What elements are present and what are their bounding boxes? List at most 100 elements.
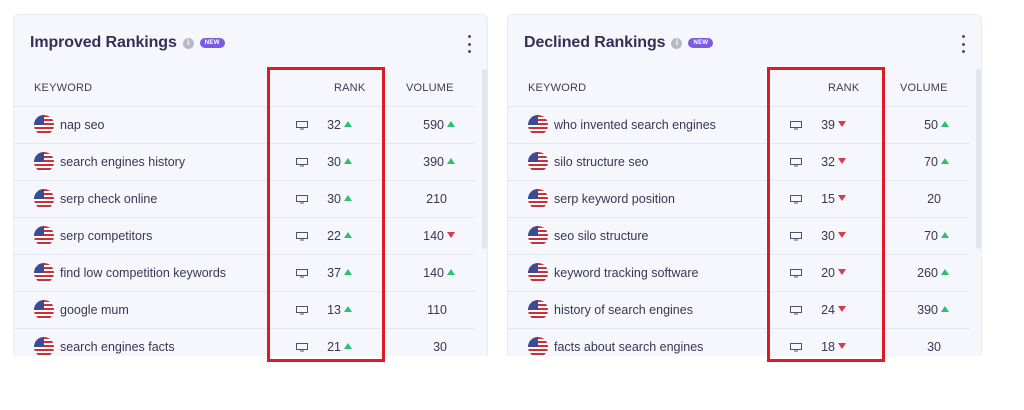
scrollbar[interactable]	[482, 69, 487, 249]
table-row[interactable]: serp keyword position 15 20	[508, 181, 969, 218]
rank-cell: 18	[821, 340, 846, 354]
new-badge: NEW	[199, 38, 225, 48]
volume-column-header[interactable]: VOLUME	[900, 82, 948, 94]
rank-column-header[interactable]: RANK	[828, 82, 860, 94]
keyword-cell[interactable]: serp check online	[60, 192, 158, 206]
scrollbar[interactable]	[976, 69, 981, 249]
trend-up-icon	[344, 269, 352, 275]
keyword-cell[interactable]: nap seo	[60, 118, 105, 132]
volume-cell: 30	[927, 340, 941, 354]
keyword-cell[interactable]: find low competition keywords	[60, 266, 227, 280]
table-row[interactable]: facts about search engines 18 30	[508, 329, 969, 357]
table-row[interactable]: silo structure seo 32 70	[508, 144, 969, 181]
us-flag-icon	[34, 226, 54, 246]
rank-cell: 15	[821, 192, 846, 206]
volume-cell: 590	[423, 118, 455, 132]
table-row[interactable]: search engines history 30 390	[14, 144, 475, 181]
table-header: KEYWORD RANK VOLUME	[14, 69, 475, 107]
kebab-menu-icon[interactable]	[463, 35, 475, 53]
desktop-icon	[296, 158, 308, 167]
desktop-icon	[790, 195, 802, 204]
desktop-icon	[296, 343, 308, 352]
trend-up-icon	[344, 306, 352, 312]
us-flag-icon	[528, 226, 548, 246]
keyword-cell[interactable]: search engines facts	[60, 340, 175, 354]
keyword-cell[interactable]: silo structure seo	[554, 155, 649, 169]
rankings-table: KEYWORD RANK VOLUME who invented search …	[508, 69, 969, 357]
volume-value: 110	[427, 303, 447, 317]
volume-column-header[interactable]: VOLUME	[406, 82, 454, 94]
trend-up-icon	[447, 121, 455, 127]
table-row[interactable]: find low competition keywords 37 140	[14, 255, 475, 292]
volume-cell: 140	[423, 229, 455, 243]
us-flag-icon	[34, 189, 54, 209]
volume-cell: 50	[924, 118, 949, 132]
us-flag-icon	[528, 300, 548, 320]
volume-value: 140	[423, 229, 444, 243]
table-row[interactable]: keyword tracking software 20 260	[508, 255, 969, 292]
volume-value: 260	[917, 266, 938, 280]
rank-value: 18	[821, 340, 835, 354]
volume-cell: 30	[433, 340, 447, 354]
rank-cell: 37	[327, 266, 352, 280]
desktop-icon	[790, 306, 802, 315]
volume-value: 390	[917, 303, 938, 317]
info-icon[interactable]: i	[182, 37, 194, 49]
page-footer-strip	[13, 356, 983, 378]
keyword-cell[interactable]: history of search engines	[554, 303, 693, 317]
table-row[interactable]: google mum 13 110	[14, 292, 475, 329]
us-flag-icon	[34, 300, 54, 320]
trend-down-icon	[838, 343, 846, 349]
keyword-cell[interactable]: google mum	[60, 303, 129, 317]
trend-up-icon	[941, 158, 949, 164]
table-row[interactable]: who invented search engines 39 50	[508, 107, 969, 144]
volume-cell: 390	[917, 303, 949, 317]
keyword-cell[interactable]: facts about search engines	[554, 340, 704, 354]
trend-up-icon	[344, 195, 352, 201]
volume-cell: 70	[924, 229, 949, 243]
us-flag-icon	[34, 337, 54, 357]
desktop-icon	[296, 232, 308, 241]
trend-up-icon	[941, 269, 949, 275]
trend-up-icon	[941, 232, 949, 238]
volume-cell: 20	[927, 192, 941, 206]
table-row[interactable]: serp check online 30 210	[14, 181, 475, 218]
keyword-cell[interactable]: serp competitors	[60, 229, 153, 243]
trend-up-icon	[344, 121, 352, 127]
us-flag-icon	[528, 189, 548, 209]
keyword-cell[interactable]: seo silo structure	[554, 229, 649, 243]
us-flag-icon	[34, 152, 54, 172]
table-row[interactable]: nap seo 32 590	[14, 107, 475, 144]
table-row[interactable]: search engines facts 21 30	[14, 329, 475, 357]
volume-cell: 110	[427, 303, 447, 317]
keyword-cell[interactable]: search engines history	[60, 155, 186, 169]
card-header: Declined Rankings i NEW	[524, 33, 965, 53]
us-flag-icon	[34, 115, 54, 135]
trend-up-icon	[941, 306, 949, 312]
desktop-icon	[296, 195, 308, 204]
table-row[interactable]: seo silo structure 30 70	[508, 218, 969, 255]
table-row[interactable]: serp competitors 22 140	[14, 218, 475, 255]
trend-down-icon	[838, 158, 846, 164]
kebab-menu-icon[interactable]	[957, 35, 969, 53]
volume-value: 30	[927, 340, 941, 354]
rank-cell: 21	[327, 340, 352, 354]
info-icon[interactable]: i	[671, 37, 683, 49]
desktop-icon	[790, 232, 802, 241]
keyword-cell[interactable]: serp keyword position	[554, 192, 675, 206]
rank-column-header[interactable]: RANK	[334, 82, 366, 94]
rank-cell: 30	[327, 155, 352, 169]
volume-value: 140	[423, 266, 444, 280]
keyword-cell[interactable]: who invented search engines	[554, 118, 716, 132]
desktop-icon	[296, 269, 308, 278]
desktop-icon	[296, 306, 308, 315]
keyword-column-header[interactable]: KEYWORD	[528, 82, 587, 94]
keyword-column-header[interactable]: KEYWORD	[34, 82, 93, 94]
table-row[interactable]: history of search engines 24 390	[508, 292, 969, 329]
keyword-cell[interactable]: keyword tracking software	[554, 266, 699, 280]
volume-value: 70	[924, 229, 938, 243]
rank-value: 30	[821, 229, 835, 243]
rank-value: 13	[327, 303, 341, 317]
rank-cell: 22	[327, 229, 352, 243]
us-flag-icon	[528, 337, 548, 357]
